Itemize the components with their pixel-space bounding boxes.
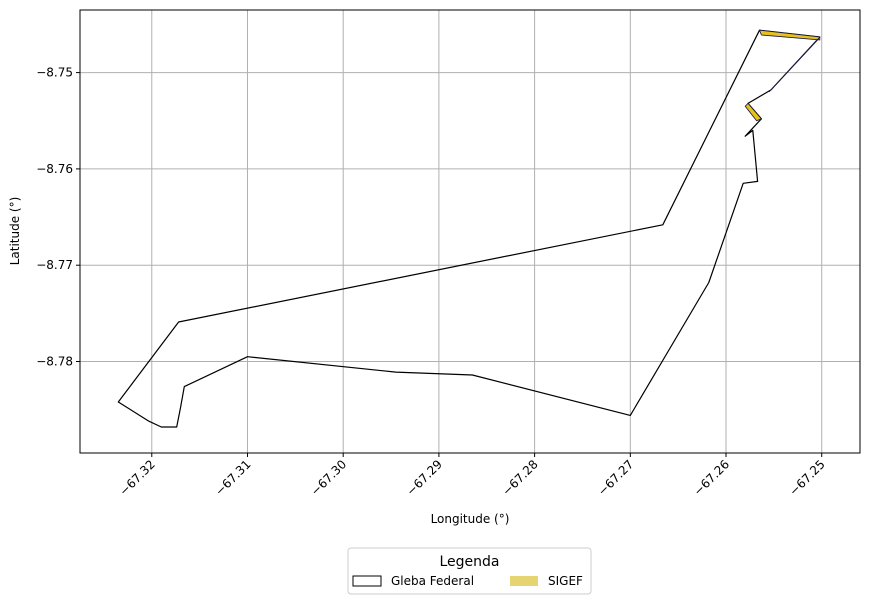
x-tick-label: −67.31 [212, 457, 253, 498]
sigef-parcel-1 [758, 29, 821, 41]
y-tick-label: −8.75 [36, 66, 73, 80]
legend-title: Legenda [439, 554, 499, 570]
x-tick-label: −67.27 [595, 457, 636, 498]
legend: Legenda Gleba Federal SIGEF [347, 547, 592, 595]
gleba-federal-polygon [117, 29, 821, 428]
x-tick-label: −67.26 [691, 457, 732, 498]
x-tick-label: −67.32 [117, 457, 158, 498]
map-shapes [117, 29, 821, 428]
y-axis-ticks: −8.75 −8.76 −8.77 −8.78 [36, 66, 80, 369]
plot-frame [79, 9, 861, 454]
y-axis-label: Latitude (°) [8, 197, 22, 266]
x-tick-label: −67.30 [308, 457, 349, 498]
legend-swatch-gleba-federal [352, 575, 382, 587]
sigef-parcel-2 [768, 36, 821, 93]
y-tick-label: −8.76 [36, 162, 73, 176]
x-tick-label: −67.29 [404, 457, 445, 498]
grid-lines [80, 10, 860, 453]
x-axis-ticks: −67.32 −67.31 −67.30 −67.29 −67.28 −67.27 −67.… [117, 453, 828, 499]
legend-label-sigef: SIGEF [548, 574, 583, 588]
sigef-parcel-3 [744, 102, 763, 122]
x-tick-label: −67.28 [499, 457, 540, 498]
legend-label-gleba-federal: Gleba Federal [391, 574, 474, 588]
y-tick-label: −8.77 [36, 258, 73, 272]
x-tick-label: −67.25 [787, 457, 828, 498]
x-axis-label: Longitude (°) [431, 512, 510, 526]
legend-swatch-sigef [510, 576, 538, 586]
y-tick-label: −8.78 [36, 355, 73, 369]
